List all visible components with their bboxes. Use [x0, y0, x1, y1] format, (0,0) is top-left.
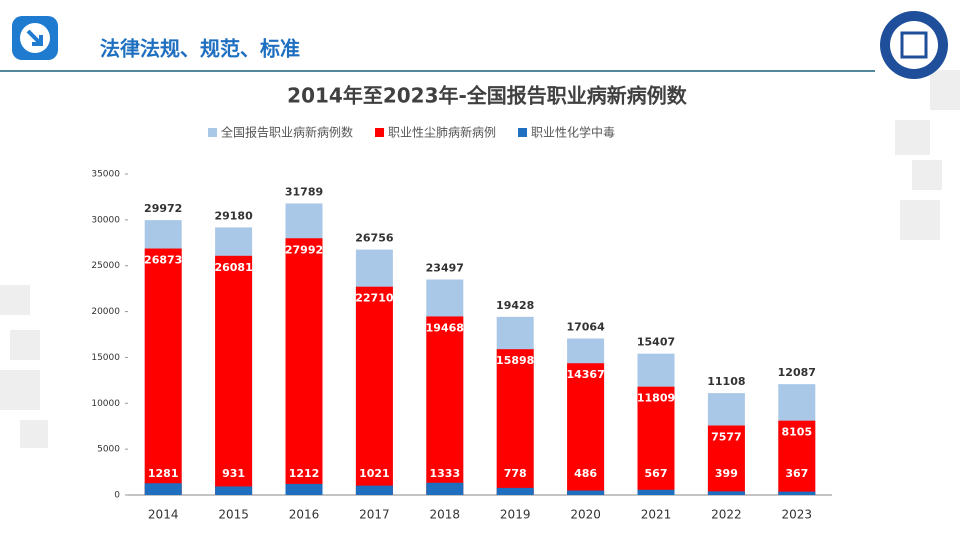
bar	[426, 316, 464, 495]
bar	[707, 491, 745, 495]
x-tick-label: 2016	[289, 508, 320, 522]
bar	[496, 349, 534, 495]
data-label: 15407	[637, 336, 675, 349]
y-tick-label: 25000	[91, 261, 120, 271]
y-tick-label: 10000	[91, 399, 120, 409]
bar	[144, 248, 182, 495]
data-label: 11108	[707, 375, 745, 388]
bar	[285, 483, 323, 495]
data-label: 931	[222, 467, 245, 480]
data-label: 26873	[144, 254, 182, 267]
bar	[778, 420, 816, 495]
data-label: 11809	[637, 392, 675, 405]
x-tick-label: 2018	[430, 508, 461, 522]
legend-label: 职业性尘肺病新病例	[388, 125, 496, 140]
x-tick-label: 2021	[641, 508, 672, 522]
data-label: 1333	[429, 467, 460, 480]
legend-swatch	[518, 128, 528, 137]
x-tick-label: 2023	[782, 508, 813, 522]
chart-title: 2014年至2023年-全国报告职业病新病例数	[287, 84, 688, 108]
x-tick-label: 2022	[711, 508, 742, 522]
decoration	[0, 70, 960, 448]
data-label: 29180	[214, 209, 253, 222]
bar	[426, 482, 464, 495]
bar	[215, 486, 253, 495]
bar	[144, 483, 182, 495]
data-label: 23497	[426, 261, 464, 274]
y-tick-label: 15000	[91, 353, 120, 363]
y-tick-label: 20000	[91, 307, 120, 317]
data-label: 26081	[214, 261, 252, 274]
header-title: 法律法规、规范、标准	[100, 37, 300, 61]
data-label: 1021	[359, 467, 390, 480]
logo-inner	[890, 21, 938, 69]
data-label: 7577	[711, 431, 742, 444]
legend-swatch	[375, 128, 385, 137]
x-tick-label: 2015	[218, 508, 249, 522]
data-label: 367	[785, 467, 808, 480]
y-tick-label: 30000	[91, 215, 120, 225]
y-tick-label: 0	[114, 491, 120, 501]
bar	[496, 487, 534, 495]
bar	[637, 489, 675, 495]
bar	[637, 386, 675, 495]
bar	[707, 425, 745, 495]
data-label: 1212	[289, 467, 320, 480]
bar	[567, 490, 605, 495]
data-label: 26756	[355, 232, 394, 245]
header-icon-arrow	[26, 29, 43, 46]
chart-panel	[48, 78, 888, 528]
data-label: 22710	[355, 292, 394, 305]
bar	[215, 255, 253, 495]
data-label: 1281	[148, 467, 179, 480]
bar	[355, 485, 393, 495]
bar	[355, 286, 393, 495]
x-tick-label: 2020	[570, 508, 601, 522]
data-label: 19428	[496, 299, 534, 312]
x-tick-label: 2014	[148, 508, 179, 522]
y-tick-label: 35000	[91, 170, 120, 180]
data-label: 29972	[144, 202, 182, 215]
data-label: 778	[504, 467, 527, 480]
data-label: 27992	[285, 243, 323, 256]
bar	[778, 491, 816, 495]
data-label: 31789	[285, 185, 323, 198]
data-label: 567	[645, 467, 668, 480]
data-label: 399	[715, 467, 738, 480]
data-label: 15898	[496, 354, 534, 367]
bar	[567, 363, 605, 495]
legend-swatch	[208, 128, 217, 137]
data-label: 17064	[566, 320, 605, 333]
data-label: 486	[574, 467, 597, 480]
data-label: 12087	[778, 366, 816, 379]
bar	[285, 238, 323, 495]
x-tick-label: 2017	[359, 508, 390, 522]
legend-label: 全国报告职业病新病例数	[221, 125, 353, 140]
y-tick-label: 5000	[97, 445, 120, 455]
logo-emblem	[900, 31, 928, 59]
x-tick-label: 2019	[500, 508, 531, 522]
data-label: 19468	[426, 321, 464, 334]
data-label: 8105	[781, 426, 812, 439]
legend-label: 职业性化学中毒	[531, 125, 615, 140]
data-label: 14367	[566, 368, 604, 381]
